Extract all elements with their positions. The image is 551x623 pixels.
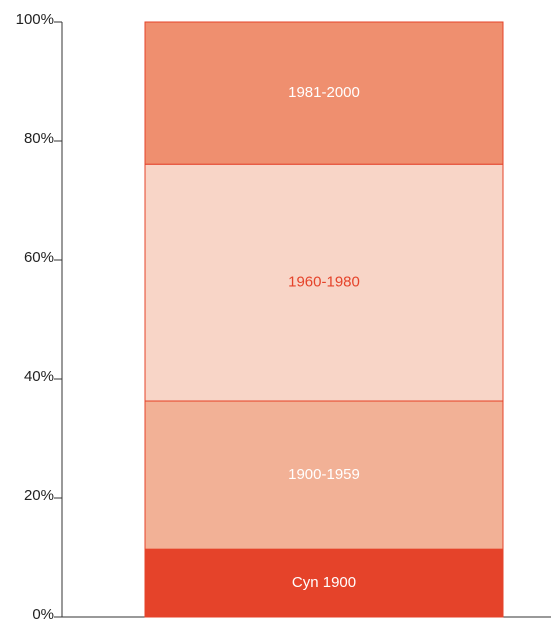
- segment-label: 1900-1959: [288, 466, 360, 483]
- bar-segment: [144, 400, 504, 550]
- y-tick-label: 80%: [24, 130, 54, 147]
- segment-label: 1960-1980: [288, 274, 360, 291]
- bar-segment: [144, 163, 504, 402]
- bar-segment: [144, 21, 504, 165]
- bar-segment: [144, 548, 504, 618]
- y-tick-label: 20%: [24, 487, 54, 504]
- y-tick-label: 0%: [32, 606, 54, 623]
- y-tick-label: 100%: [16, 11, 54, 28]
- segment-label: 1981-2000: [288, 84, 360, 101]
- y-tick-label: 40%: [24, 368, 54, 385]
- y-tick-label: 60%: [24, 249, 54, 266]
- segment-label: Cyn 1900: [292, 574, 356, 591]
